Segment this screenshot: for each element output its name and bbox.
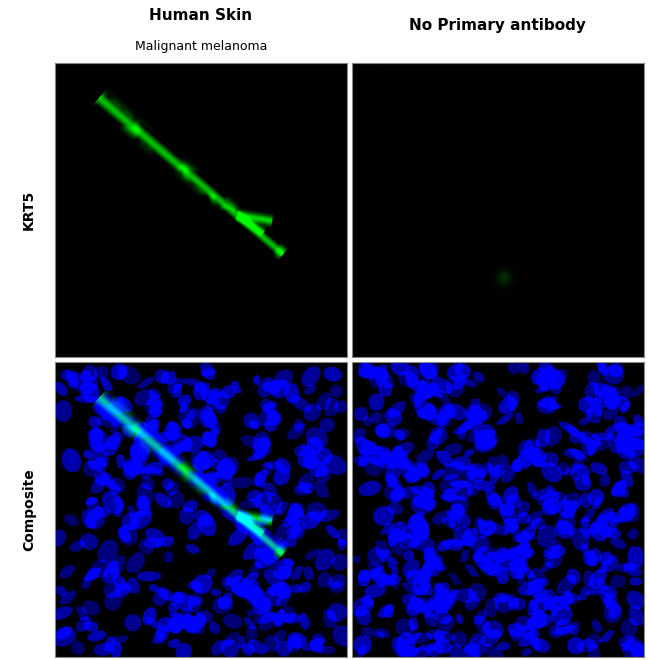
- Text: No Primary antibody: No Primary antibody: [410, 18, 586, 33]
- Text: KRT5: KRT5: [22, 190, 36, 230]
- Text: Human Skin: Human Skin: [150, 8, 253, 23]
- Text: Malignant melanoma: Malignant melanoma: [135, 40, 267, 53]
- Text: Composite: Composite: [22, 468, 36, 551]
